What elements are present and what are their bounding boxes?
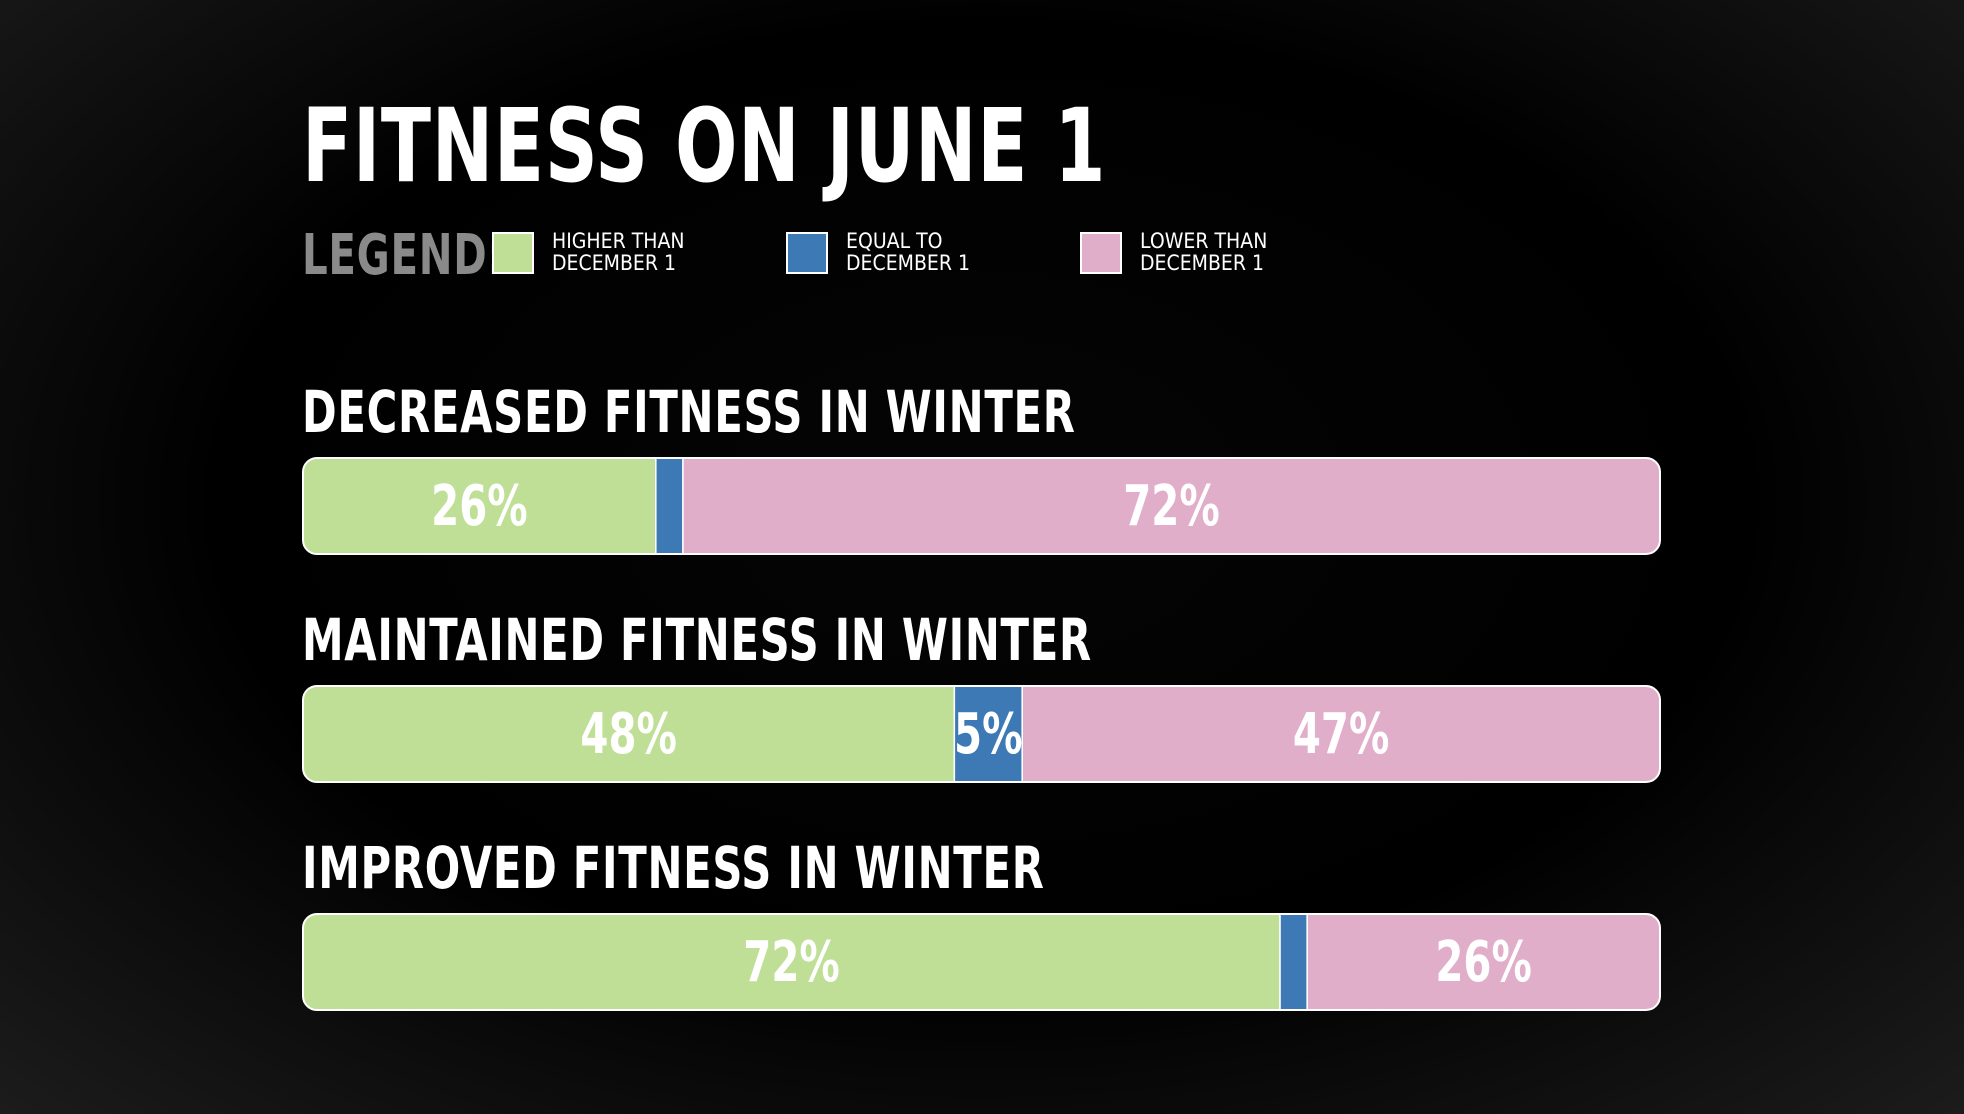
data-label-improved-lower: 26%: [1435, 929, 1531, 994]
bar-segment-decreased-lower: [682, 458, 1660, 554]
legend-swatch-equal: [786, 232, 828, 274]
legend-text-equal: EQUAL TO DECEMBER 1: [846, 229, 971, 275]
bar-decreased: [303, 458, 1660, 554]
chart-title: FITNESS ON JUNE 1: [302, 87, 1107, 206]
bar-outline-maintained: [302, 685, 1661, 783]
data-label-maintained-equal: 5%: [954, 701, 1022, 766]
row-title-improved: IMPROVED FITNESS IN WINTER: [302, 834, 1045, 902]
bar-segment-decreased-higher: [303, 458, 657, 554]
legend: LEGEND: HIGHER THAN DECEMBER 1 EQUAL TO …: [302, 228, 1402, 284]
bar-segment-maintained-equal: [953, 686, 1023, 782]
bar-improved: [303, 914, 1660, 1010]
legend-item-equal: EQUAL TO DECEMBER 1: [786, 229, 1086, 278]
data-label-maintained-lower: 47%: [1293, 701, 1389, 766]
legend-label: LEGEND:: [302, 223, 505, 288]
legend-item-lower: LOWER THAN DECEMBER 1: [1080, 229, 1380, 278]
legend-text-higher: HIGHER THAN DECEMBER 1: [552, 229, 685, 275]
bar-segment-improved-lower: [1306, 914, 1660, 1010]
data-label-improved-higher: 72%: [743, 929, 839, 994]
legend-text-lower: LOWER THAN DECEMBER 1: [1140, 229, 1268, 275]
bar-segment-maintained-lower: [1021, 686, 1660, 782]
row-title-maintained: MAINTAINED FITNESS IN WINTER: [302, 606, 1092, 674]
legend-item-higher: HIGHER THAN DECEMBER 1: [492, 229, 792, 278]
data-label-decreased-higher: 26%: [431, 473, 527, 538]
bar-outline-improved: [302, 913, 1661, 1011]
data-label-maintained-higher: 48%: [580, 701, 676, 766]
legend-swatch-lower: [1080, 232, 1122, 274]
bar-segment-maintained-higher: [303, 686, 956, 782]
bar-segment-improved-equal: [1279, 914, 1308, 1010]
bar-outline-decreased: [302, 457, 1661, 555]
bar-maintained: [303, 686, 1660, 782]
data-label-decreased-lower: 72%: [1123, 473, 1219, 538]
legend-swatch-higher: [492, 232, 534, 274]
row-title-decreased: DECREASED FITNESS IN WINTER: [302, 378, 1076, 446]
bar-segment-decreased-equal: [655, 458, 684, 554]
